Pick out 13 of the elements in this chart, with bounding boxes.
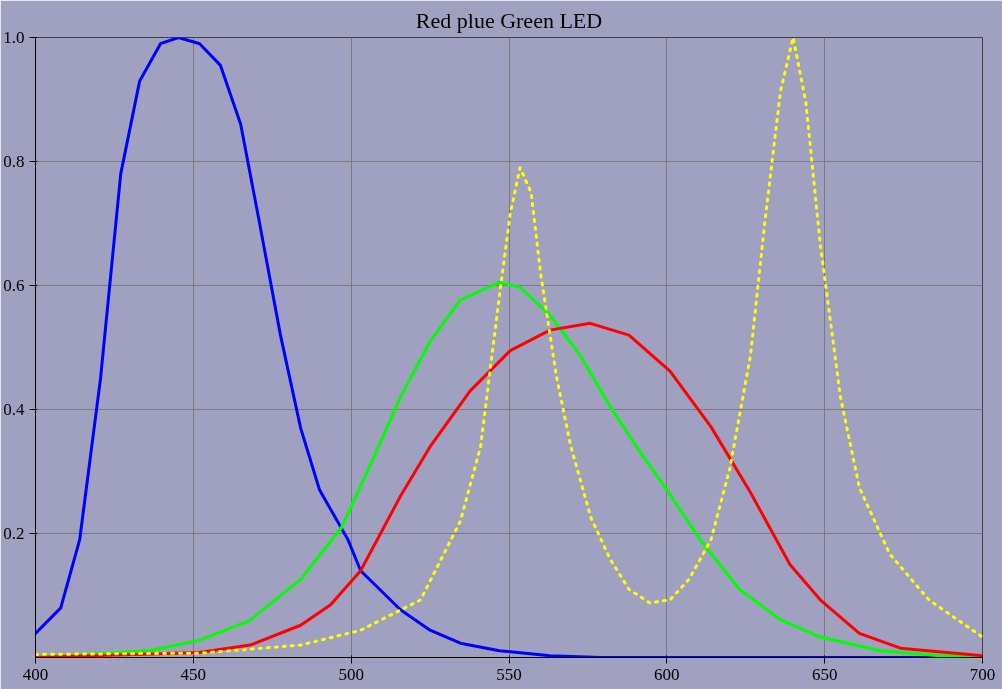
x-tick-label: 550 [496,664,522,684]
y-tick-label: 0.8 [3,152,25,171]
y-tick-label: 0.6 [3,276,25,295]
y-tick-label: 0.2 [3,524,25,543]
chart-title: Red plue Green LED [415,7,603,33]
y-tick-label: 1.0 [3,28,25,47]
x-tick-label: 650 [811,664,838,684]
x-tick-label: 450 [180,664,207,684]
x-tick-label: 500 [338,664,364,684]
y-tick-label: 0.4 [3,400,25,419]
x-tick-label: 700 [969,664,996,684]
x-tick-label: 600 [654,664,680,684]
x-tick-label: 400 [22,664,49,684]
